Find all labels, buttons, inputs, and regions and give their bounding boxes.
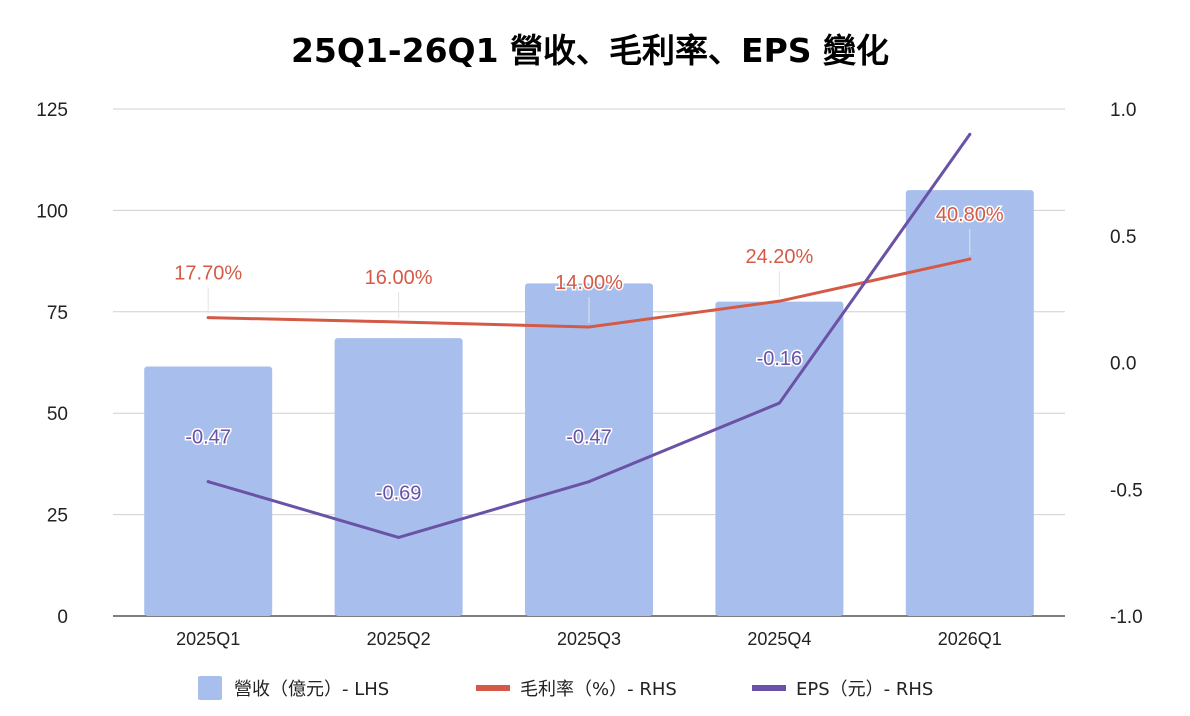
legend: 營收（億元）- LHS 毛利率（%）- RHS EPS（元）- RHS [198, 676, 933, 700]
revenue-bar [144, 366, 273, 616]
gross-margin-point [968, 257, 972, 261]
revenue-bar [525, 283, 653, 616]
left-axis-tick-label: 25 [47, 506, 68, 527]
legend-swatch-line [752, 685, 786, 691]
right-axis-tick-label: -0.5 [1110, 480, 1143, 501]
right-axis-tick-label: 1.0 [1110, 100, 1136, 121]
eps-data-label: -0.47 [566, 427, 612, 449]
gross-margin-point [206, 316, 210, 320]
right-axis-tick-label: 0.0 [1110, 354, 1136, 375]
gross-margin-point [587, 325, 591, 329]
eps-data-label: -0.47 [185, 427, 231, 449]
left-axis-tick-label: 50 [47, 404, 68, 425]
left-axis-tick-label: 100 [36, 201, 68, 222]
eps-point [587, 480, 591, 484]
right-axis-tick-label: 0.5 [1110, 227, 1136, 248]
revenue-bar [715, 301, 844, 616]
gross-margin-data-label: 14.00% [555, 272, 623, 294]
x-axis-tick-label: 2025Q1 [176, 629, 240, 649]
gross-margin-point [397, 320, 401, 324]
chart-title: 25Q1-26Q1 營收、毛利率、EPS 變化 [291, 31, 889, 70]
revenue-bar [334, 338, 463, 616]
data-labels: 17.70% 16.00% 14.00% 24.20% 40.80% -0.47 -0.69… [173, 203, 1006, 506]
gross-margin-data-label: 24.20% [745, 246, 813, 268]
eps-data-label: -0.16 [757, 348, 803, 370]
gross-margin-data-label: 17.70% [174, 263, 242, 285]
gross-margin-data-label: 40.80% [936, 204, 1004, 226]
x-axis-tick-label: 2025Q4 [747, 629, 811, 649]
eps-point [397, 535, 401, 539]
legend-label: EPS（元）- RHS [796, 679, 933, 700]
gross-margin-point [777, 299, 781, 303]
x-axis-tick-label: 2025Q3 [557, 629, 621, 649]
line-series [206, 132, 972, 539]
revenue-bar [905, 190, 1034, 616]
left-axis-tick-label: 0 [57, 607, 68, 628]
eps-point [968, 132, 972, 136]
eps-point [777, 401, 781, 405]
gross-margin-data-label: 16.00% [365, 267, 433, 289]
eps-point [206, 480, 210, 484]
legend-swatch-line [476, 685, 510, 691]
eps-data-label: -0.69 [376, 482, 422, 504]
left-axis-tick-label: 125 [36, 100, 68, 121]
legend-swatch-revenue [198, 676, 222, 700]
x-axis-tick-label: 2025Q2 [367, 629, 431, 649]
legend-label: 營收（億元）- LHS [234, 679, 389, 700]
legend-label: 毛利率（%）- RHS [520, 679, 677, 700]
axis-ticks: 0 25 50 75 100 125 -1.0 -0.5 0.0 0.5 1.0 2025Q1 2025… [36, 100, 1142, 649]
x-axis-tick-label: 2026Q1 [938, 629, 1002, 649]
revenue-bars [144, 190, 1034, 616]
right-axis-tick-label: -1.0 [1110, 607, 1143, 628]
left-axis-tick-label: 75 [47, 303, 68, 324]
